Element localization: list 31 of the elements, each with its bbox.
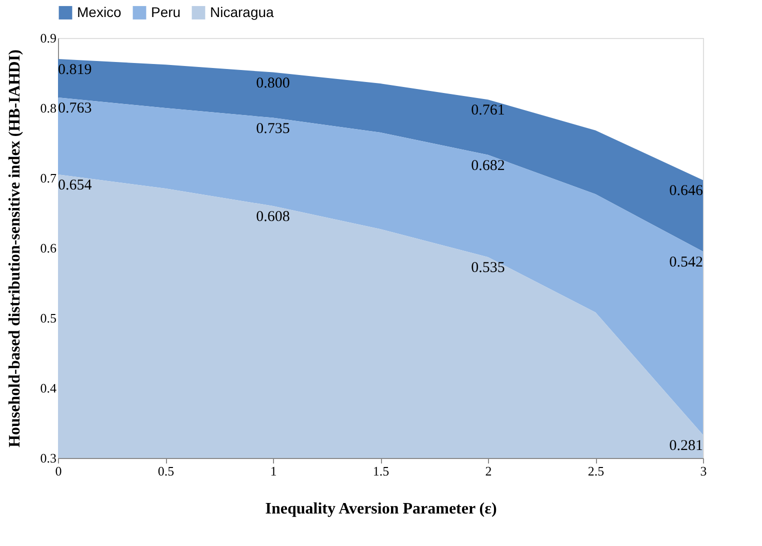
annotation: 0.535: [471, 260, 505, 276]
y-tick-label: 0.7: [40, 170, 57, 186]
legend-label: Nicaragua: [210, 4, 274, 20]
y-tick-label: 0.8: [40, 100, 56, 116]
x-tick-label: 2.5: [588, 464, 604, 478]
annotation: 0.646: [669, 183, 704, 200]
annotation: 0.761: [471, 102, 505, 119]
x-tick-label: 3: [700, 464, 707, 478]
x-tick-label: 1.5: [372, 464, 390, 478]
x-tick-label: 2: [485, 464, 492, 478]
legend-label: Mexico: [77, 4, 122, 20]
y-tick-label: 0.5: [40, 310, 56, 326]
x-tick-label: 0: [55, 464, 62, 478]
annotation: 0.654: [58, 178, 92, 194]
x-tick-label: 1: [270, 464, 277, 478]
y-tick-label: 0.6: [40, 240, 57, 256]
annotation: 0.735: [256, 120, 290, 137]
annotation: 0.542: [669, 254, 703, 270]
x-tick-label: 0.5: [158, 464, 174, 478]
legend-label: Peru: [151, 4, 181, 20]
y-axis-title: Household-based distribution-sensitive index (HB-IAHDI): [6, 50, 24, 448]
annotation: 0.819: [58, 62, 92, 78]
annotation: 0.682: [471, 158, 505, 174]
x-axis-title: Inequality Aversion Parameter (ε): [265, 500, 497, 518]
annotation: 0.800: [256, 75, 290, 92]
y-tick-label: 0.3: [40, 450, 56, 466]
y-tick-label: 0.9: [40, 30, 56, 46]
y-tick-label: 0.4: [40, 380, 57, 396]
annotation: 0.608: [256, 209, 290, 225]
annotation: 0.281: [669, 438, 703, 454]
annotation: 0.763: [58, 100, 92, 116]
